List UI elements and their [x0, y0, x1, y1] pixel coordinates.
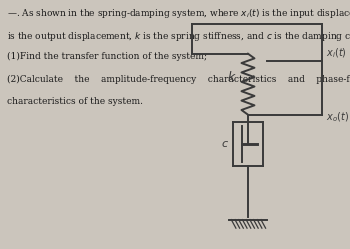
Text: characteristics of the system.: characteristics of the system.: [7, 97, 143, 106]
Text: —. As shown in the spring-damping system, where $x_i(t)$ is the input displaceme: —. As shown in the spring-damping system…: [7, 7, 350, 20]
Text: is the output displacement, $k$ is the spring stiffness, and $c$ is the damping : is the output displacement, $k$ is the s…: [7, 30, 350, 43]
Text: (2)Calculate    the    amplitude-frequency    characteristics    and    phase-fr: (2)Calculate the amplitude-frequency cha…: [7, 75, 350, 84]
Text: $c$: $c$: [222, 139, 230, 149]
Text: $x_i(t)$: $x_i(t)$: [326, 47, 346, 61]
Text: (1)Find the transfer function of the system;: (1)Find the transfer function of the sys…: [7, 52, 207, 62]
Text: $x_o(t)$: $x_o(t)$: [326, 110, 349, 124]
Text: $k$: $k$: [227, 70, 237, 84]
